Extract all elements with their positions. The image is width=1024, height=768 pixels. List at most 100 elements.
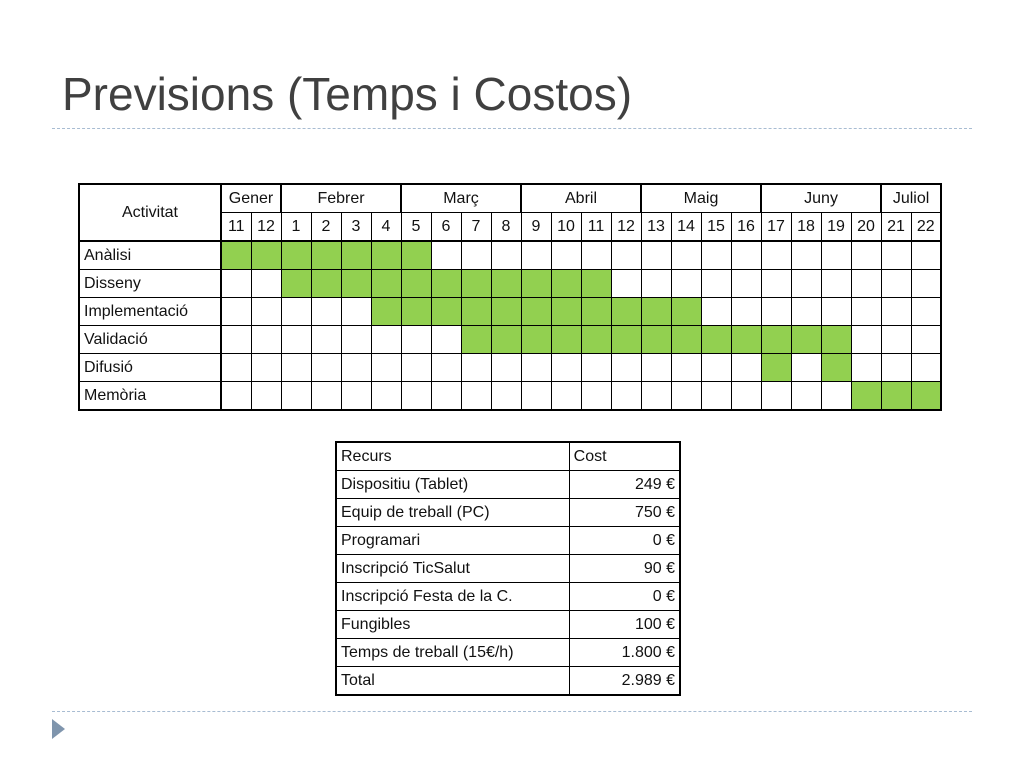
cost-value: 249 € [568,470,681,499]
gantt-row: Anàlisi [78,240,943,270]
gantt-cell [850,353,882,382]
cost-header-row: Recurs Cost [335,441,681,471]
gantt-cell-active [850,381,882,411]
gantt-cell [280,297,312,326]
gantt-cell [340,297,372,326]
gantt-cell-active [370,297,402,326]
gantt-cell [700,381,732,411]
week-header: 8 [490,212,522,242]
cost-row: Fungibles 100 € [335,610,681,639]
gantt-cell [910,325,943,354]
gantt-cell [520,381,552,411]
gantt-cell-active [580,269,612,298]
cost-resource: Dispositiu (Tablet) [335,470,570,499]
gantt-cell-active [490,269,522,298]
week-header: 16 [730,212,762,242]
gantt-cell-active [760,325,792,354]
week-header: 17 [760,212,792,242]
month-header: Abril [519,183,643,213]
gantt-cell-active [670,325,702,354]
cost-resource: Inscripció TicSalut [335,554,570,583]
gantt-cell [670,240,702,270]
gantt-cell-active [580,325,612,354]
gantt-cell [580,381,612,411]
activity-label: Anàlisi [78,240,222,270]
gantt-cell-active [460,325,492,354]
gantt-cell-active [460,297,492,326]
gantt-cell [850,325,882,354]
gantt-cell [490,381,522,411]
gantt-cell [370,381,402,411]
gantt-cell [730,240,762,270]
gantt-cell [820,381,852,411]
week-header: 11 [580,212,612,242]
cost-value: 100 € [568,610,681,639]
gantt-cell-active [460,269,492,298]
week-header: 12 [250,212,282,242]
gantt-cell [490,240,522,270]
gantt-cell [640,381,672,411]
week-header: 13 [640,212,672,242]
gantt-cell [280,381,312,411]
gantt-cell [760,269,792,298]
gantt-cell [610,353,642,382]
gantt-cell [700,269,732,298]
cost-row: Inscripció Festa de la C. 0 € [335,582,681,611]
cost-row: Temps de treball (15€/h) 1.800 € [335,638,681,667]
cost-table: Recurs Cost Dispositiu (Tablet) 249 € Equi… [335,441,681,696]
gantt-cell [790,269,822,298]
activity-label: Memòria [78,381,222,411]
cost-resource: Programari [335,526,570,555]
gantt-cell [820,240,852,270]
gantt-cell [250,353,282,382]
gantt-cell [250,381,282,411]
gantt-cell [340,353,372,382]
gantt-cell [730,269,762,298]
gantt-cell-active [370,240,402,270]
gantt-cell [430,381,462,411]
gantt-cell-active [280,269,312,298]
activity-label: Validació [78,325,222,354]
gantt-cell [430,325,462,354]
week-header: 10 [550,212,582,242]
gantt-cell [400,325,432,354]
week-header: 21 [880,212,912,242]
cost-resource: Fungibles [335,610,570,639]
gantt-row: Implementació [78,297,943,326]
gantt-cell [850,297,882,326]
gantt-cell [910,269,943,298]
week-header: 6 [430,212,462,242]
gantt-cell [610,269,642,298]
gantt-cell [670,353,702,382]
gantt-cell [760,297,792,326]
week-header: 20 [850,212,882,242]
week-header: 1 [280,212,312,242]
gantt-cell-active [640,297,672,326]
gantt-cell-active [640,325,672,354]
gantt-cell [730,381,762,411]
gantt-cell [700,353,732,382]
gantt-cell [250,297,282,326]
week-header: 15 [700,212,732,242]
gantt-cell-active [760,353,792,382]
gantt-cell-active [700,325,732,354]
gantt-cell-active [220,240,252,270]
gantt-cell [760,240,792,270]
gantt-cell [880,353,912,382]
gantt-cell-active [250,240,282,270]
cost-value: 1.800 € [568,638,681,667]
gantt-cell [910,297,943,326]
gantt-cell [250,269,282,298]
gantt-cell [580,353,612,382]
month-header: Març [400,183,522,213]
gantt-week-row: 11 12 1 2 3 4 5 6 7 8 9 10 11 12 13 14 15 16 17 18 19 20 21 22 [79,212,943,242]
gantt-cell-active [520,325,552,354]
gantt-cell [610,381,642,411]
gantt-cell [310,325,342,354]
gantt-cell-active [400,269,432,298]
cost-header-cost: Cost [568,441,681,471]
gantt-cell [310,353,342,382]
gantt-row: Difusió [78,353,943,382]
gantt-cell-active [430,269,462,298]
week-header: 19 [820,212,852,242]
